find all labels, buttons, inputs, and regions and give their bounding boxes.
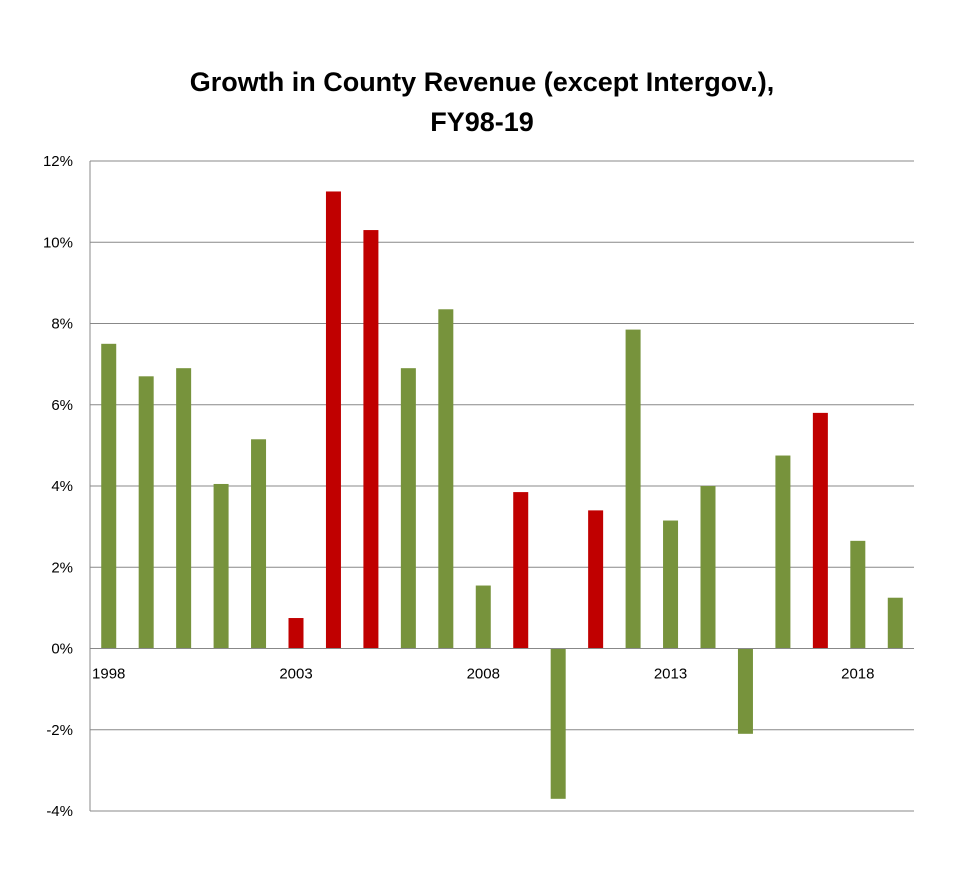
- x-tick-label: 2008: [467, 666, 500, 683]
- bar: [288, 618, 304, 649]
- bar: [625, 329, 641, 649]
- bar: [325, 191, 341, 649]
- y-axis-tick-labels: -4% -2% 0% 2% 4% 6% 8% 10% 12%: [43, 153, 73, 820]
- x-tick-label: 2013: [654, 666, 687, 683]
- bar: [101, 343, 117, 649]
- bar: [812, 412, 828, 649]
- y-tick-label: -4%: [46, 803, 73, 820]
- bar: [663, 520, 679, 649]
- y-tick-label: 6%: [51, 397, 73, 414]
- chart-title-line-1: Growth in County Revenue (except Intergo…: [190, 67, 775, 97]
- x-axis-tick-labels: 1998 2003 2008 2013 2018: [92, 666, 874, 683]
- y-tick-label: 4%: [51, 478, 73, 495]
- y-tick-label: 12%: [43, 153, 73, 170]
- bar: [550, 648, 566, 799]
- x-tick-label: 2018: [841, 666, 874, 683]
- bar: [400, 368, 416, 649]
- bar: [737, 648, 753, 734]
- y-tick-label: 2%: [51, 559, 73, 576]
- x-tick-label: 2003: [279, 666, 312, 683]
- bar: [700, 486, 716, 649]
- axes: [89, 161, 914, 811]
- bar: [513, 492, 529, 649]
- y-tick-label: -2%: [46, 722, 73, 739]
- bar: [775, 455, 791, 649]
- bar: [138, 376, 154, 649]
- bar: [850, 540, 866, 649]
- bars: [101, 191, 903, 799]
- bar: [438, 309, 454, 649]
- bar: [588, 510, 604, 649]
- bar: [475, 585, 491, 649]
- bar: [887, 597, 903, 649]
- bar: [251, 439, 267, 649]
- bar: [176, 368, 192, 649]
- bar: [363, 230, 379, 649]
- x-tick-label: 1998: [92, 666, 125, 683]
- bar: [213, 483, 229, 649]
- y-tick-label: 10%: [43, 234, 73, 251]
- y-tick-label: 8%: [51, 316, 73, 333]
- chart-title-line-2: FY98-19: [430, 107, 534, 137]
- y-tick-label: 0%: [51, 641, 73, 658]
